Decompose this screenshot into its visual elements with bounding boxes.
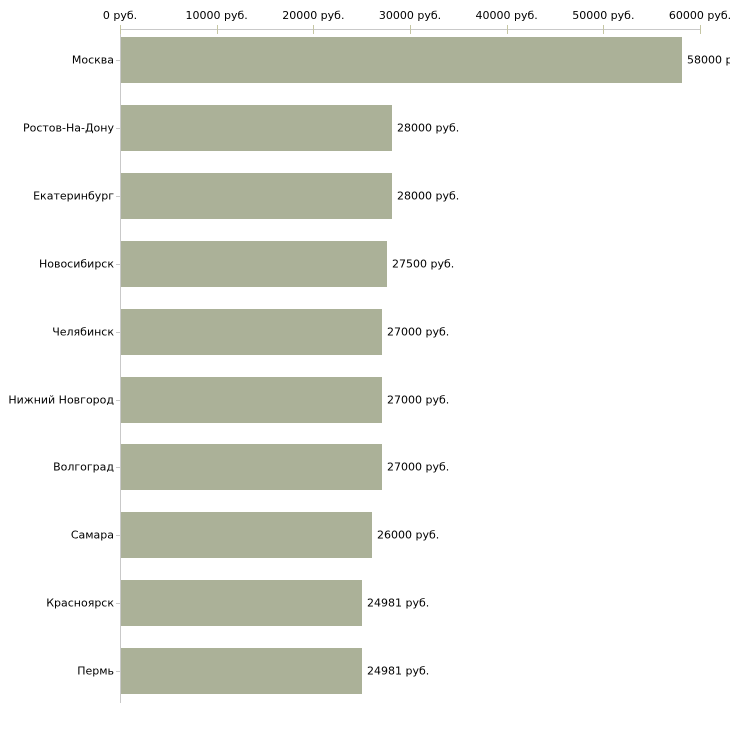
- x-tick-label: 40000 руб.: [475, 9, 538, 22]
- category-label: Волгоград: [53, 460, 114, 474]
- value-label: 58000 руб.: [687, 53, 730, 67]
- value-label: 24981 руб.: [367, 596, 430, 610]
- x-tick-label: 60000 руб.: [668, 9, 730, 22]
- bar: [121, 173, 392, 219]
- value-label: 28000 руб.: [397, 121, 460, 135]
- category-label: Пермь: [77, 664, 114, 678]
- value-label: 24981 руб.: [367, 664, 430, 678]
- bar: [121, 241, 387, 287]
- value-label: 27000 руб.: [387, 393, 450, 406]
- y-tick-mark: [116, 400, 122, 401]
- x-tick-mark: [216, 25, 218, 34]
- category-label: Ростов-На-Дону: [22, 121, 114, 135]
- category-label: Москва: [71, 53, 114, 67]
- x-tick-label: 20000 руб.: [282, 9, 345, 22]
- value-label: 27000 руб.: [387, 325, 450, 339]
- y-axis-line: [120, 29, 121, 703]
- value-label: 27500 руб.: [392, 257, 455, 271]
- bar: [121, 648, 362, 694]
- y-tick-mark: [116, 128, 122, 129]
- y-tick-mark: [116, 603, 122, 604]
- y-tick-mark: [116, 467, 122, 468]
- category-label: Красноярск: [46, 596, 114, 610]
- bar: [121, 512, 372, 558]
- x-tick-mark: [603, 25, 605, 34]
- bar: [121, 309, 382, 355]
- value-label: 27000 руб.: [387, 460, 450, 474]
- value-label: 28000 руб.: [397, 189, 460, 203]
- bar: [121, 580, 362, 626]
- y-tick-mark: [116, 264, 122, 265]
- x-tick-label: 50000 руб.: [572, 9, 635, 22]
- bar: [121, 105, 392, 151]
- x-tick-label: 30000 руб.: [378, 9, 442, 22]
- y-tick-mark: [116, 671, 122, 672]
- x-tick-label: 0 руб.: [102, 9, 138, 22]
- category-label: Нижний Новгород: [8, 393, 114, 406]
- x-tick-mark: [410, 25, 411, 34]
- x-tick-mark: [313, 25, 315, 34]
- category-label: Челябинск: [52, 325, 114, 339]
- y-tick-mark: [116, 535, 122, 536]
- x-tick-mark: [700, 25, 701, 34]
- bar: [121, 37, 682, 83]
- x-tick-label: 10000 руб.: [185, 9, 248, 22]
- y-tick-mark: [116, 196, 122, 197]
- value-label: 26000 руб.: [377, 528, 440, 542]
- category-label: Екатеринбург: [33, 189, 114, 203]
- category-label: Самара: [70, 528, 114, 542]
- bar: [121, 377, 382, 423]
- bar: [121, 444, 382, 490]
- y-tick-mark: [116, 60, 122, 61]
- category-label: Новосибирск: [38, 257, 114, 271]
- y-tick-mark: [116, 332, 122, 333]
- x-tick-mark: [506, 25, 508, 34]
- x-tick-mark: [120, 25, 121, 34]
